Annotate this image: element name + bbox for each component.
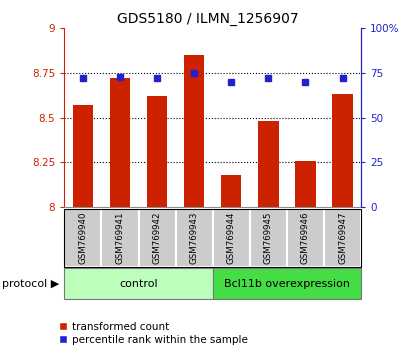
Text: GSM769941: GSM769941 xyxy=(115,212,124,264)
Text: GSM769947: GSM769947 xyxy=(338,212,347,264)
FancyBboxPatch shape xyxy=(213,209,250,267)
Bar xyxy=(73,105,93,207)
FancyBboxPatch shape xyxy=(64,268,213,299)
Legend: transformed count, percentile rank within the sample: transformed count, percentile rank withi… xyxy=(55,317,252,349)
Text: GSM769940: GSM769940 xyxy=(78,212,88,264)
Bar xyxy=(147,96,167,207)
Bar xyxy=(221,175,242,207)
Bar xyxy=(295,161,316,207)
FancyBboxPatch shape xyxy=(213,268,361,299)
FancyBboxPatch shape xyxy=(324,209,361,267)
Bar xyxy=(110,78,130,207)
Text: protocol ▶: protocol ▶ xyxy=(2,279,59,289)
Bar xyxy=(258,121,278,207)
Text: GSM769945: GSM769945 xyxy=(264,212,273,264)
Text: GSM769943: GSM769943 xyxy=(190,212,199,264)
FancyBboxPatch shape xyxy=(287,209,324,267)
FancyBboxPatch shape xyxy=(64,209,101,267)
FancyBboxPatch shape xyxy=(101,209,139,267)
Text: control: control xyxy=(119,279,158,289)
Text: Bcl11b overexpression: Bcl11b overexpression xyxy=(224,279,350,289)
Text: GSM769944: GSM769944 xyxy=(227,212,236,264)
Text: GDS5180 / ILMN_1256907: GDS5180 / ILMN_1256907 xyxy=(117,12,298,27)
FancyBboxPatch shape xyxy=(139,209,176,267)
Text: GSM769942: GSM769942 xyxy=(153,212,161,264)
Text: GSM769946: GSM769946 xyxy=(301,212,310,264)
Bar xyxy=(332,95,353,207)
Bar xyxy=(184,55,204,207)
FancyBboxPatch shape xyxy=(250,209,287,267)
FancyBboxPatch shape xyxy=(176,209,213,267)
